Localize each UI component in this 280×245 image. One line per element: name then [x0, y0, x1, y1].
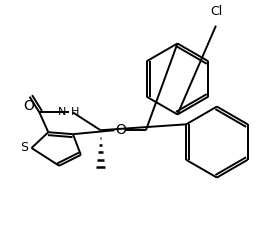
- Text: Cl: Cl: [210, 5, 222, 18]
- Text: O: O: [23, 99, 34, 113]
- Text: H: H: [71, 107, 79, 117]
- Text: O: O: [115, 123, 126, 137]
- Text: S: S: [20, 141, 28, 155]
- Text: N: N: [58, 107, 66, 117]
